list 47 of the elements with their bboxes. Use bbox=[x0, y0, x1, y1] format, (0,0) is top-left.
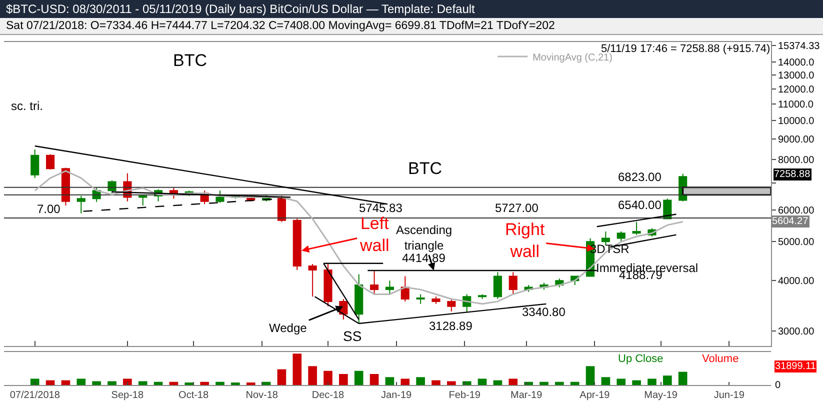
y-tick-label: 5000.00 bbox=[778, 237, 815, 248]
x-tick-label: May-19 bbox=[644, 390, 678, 401]
text: 31899.11 bbox=[775, 361, 816, 372]
y-tick-label: 8000.00 bbox=[778, 155, 815, 166]
x-tick-label: Sep-18 bbox=[111, 390, 144, 401]
annotation: Up Close bbox=[618, 353, 664, 365]
annotation: SS bbox=[343, 328, 362, 344]
annotation: Right wall bbox=[505, 220, 545, 262]
annotation: Left wall bbox=[359, 214, 390, 256]
annotation: 5745.83 bbox=[359, 201, 403, 215]
y-tick-label: 11000.0 bbox=[778, 100, 814, 111]
x-tick-label: Oct-18 bbox=[178, 390, 209, 401]
annotation: BTC bbox=[408, 159, 442, 178]
annotation: BTC bbox=[173, 51, 207, 70]
annotation: sc. tri. bbox=[11, 99, 43, 113]
y-tick-label: 14000.0 bbox=[778, 58, 815, 68]
chart-subtitle: Sat 07/21/2018: O=7334.46 H=7444.77 L=7204.32 C=7408.00 MovingAvg= 6699.81 TDofM=21 TDofY=202 bbox=[0, 18, 823, 35]
annotation: Wedge bbox=[269, 321, 308, 335]
ref-line-label: 5727.00 bbox=[495, 201, 539, 215]
x-tick-label: 07/21/2018 bbox=[10, 390, 60, 401]
y-tick-label: 12000.0 bbox=[778, 84, 815, 96]
x-tick-label: Mar-19 bbox=[510, 390, 543, 401]
annotation: 3340.80 bbox=[522, 305, 566, 319]
y-tick-label: 15374.33 bbox=[778, 41, 820, 52]
ref-line-label: 6823.00 bbox=[618, 170, 662, 184]
x-tick-label: Feb-19 bbox=[448, 390, 481, 401]
x-tick-label: Jun-19 bbox=[714, 390, 745, 401]
annotation: Ascending triangle bbox=[396, 223, 452, 253]
legend-label: MovingAvg (C,21) bbox=[532, 52, 612, 64]
text: 0 bbox=[775, 380, 781, 391]
y-tick-label: 4000.00 bbox=[778, 276, 815, 288]
x-tick-label: Dec-18 bbox=[312, 390, 345, 401]
y-tick-label: 10000.0 bbox=[778, 116, 815, 128]
x-tick-label: Nov-18 bbox=[246, 390, 278, 401]
text: 7258.88 bbox=[774, 169, 811, 180]
annotation: 7.00 bbox=[37, 202, 61, 216]
annotation: 3128.89 bbox=[429, 319, 473, 333]
y-tick-label: 13000.0 bbox=[778, 70, 815, 82]
x-tick-label: Jan-19 bbox=[381, 390, 412, 401]
y-tick-label: 9000.00 bbox=[778, 134, 815, 146]
x-tick-label: Apr-19 bbox=[580, 390, 610, 401]
ref-line-label: 6540.00 bbox=[618, 198, 662, 212]
chart-title: $BTC-USD: 08/30/2011 - 05/11/2019 (Daily bars) BitCoin/US Dollar — Template: Default bbox=[0, 0, 823, 18]
y-tick-label: 3000.00 bbox=[778, 326, 815, 338]
y-tick-label: 6000.00 bbox=[778, 205, 815, 216]
annotation: 5604.27 bbox=[772, 216, 809, 227]
annotation: Volume bbox=[702, 353, 739, 365]
